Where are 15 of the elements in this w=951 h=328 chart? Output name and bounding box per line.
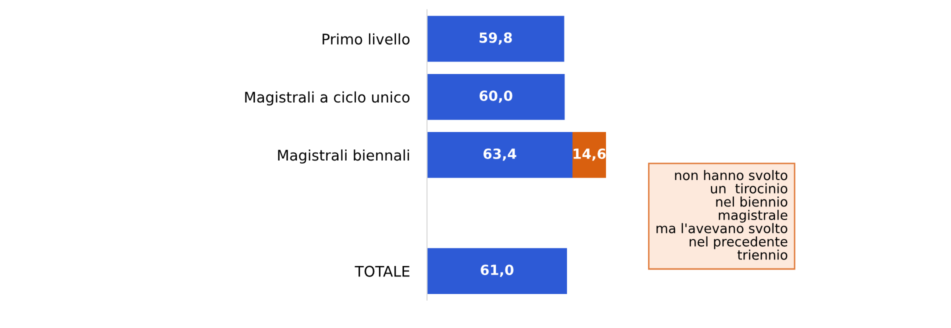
- y-tick-label: Magistrali biennali: [278, 149, 409, 164]
- text: non hanno svolto un tirocinio nel biennio magistrale ma l'avevano svolto nel precedente triennio: [656, 170, 788, 260]
- bar: [427, 132, 572, 178]
- data-label: 61,0: [480, 264, 514, 277]
- bar: [427, 248, 567, 294]
- y-tick-label: Magistrali a ciclo unico: [245, 91, 410, 106]
- bar: [572, 132, 606, 178]
- data-label: 14,6: [574, 148, 606, 161]
- bar: [427, 16, 564, 62]
- y-tick-label: TOTALE: [354, 266, 410, 277]
- bar: [427, 74, 565, 120]
- y-tick-label: Primo livello: [322, 33, 410, 45]
- data-label: 63,4: [483, 148, 516, 161]
- data-label: 59,8: [480, 32, 512, 45]
- data-label: 60,0: [480, 90, 512, 103]
